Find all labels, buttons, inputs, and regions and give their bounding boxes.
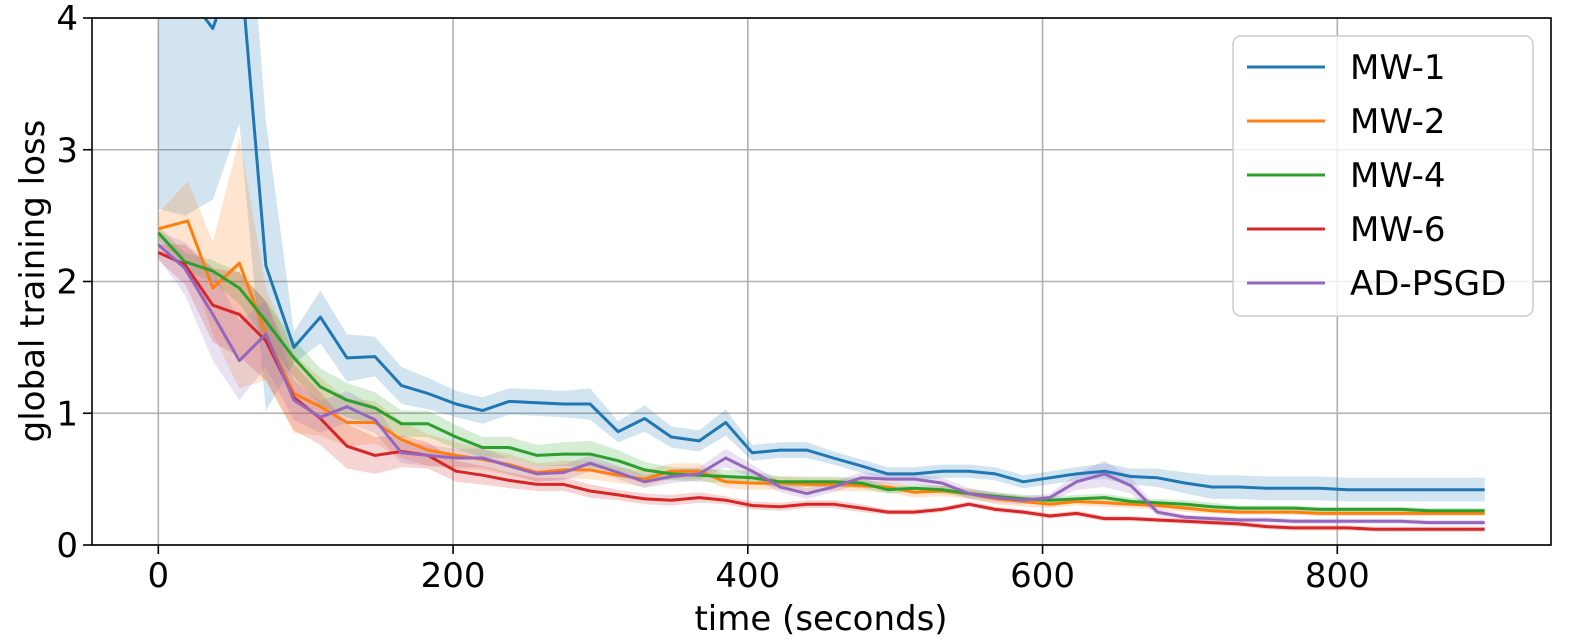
y-tick-label: 2 bbox=[56, 263, 78, 303]
x-tick-label: 600 bbox=[1010, 556, 1075, 596]
legend-label-mw-1: MW-1 bbox=[1350, 48, 1445, 88]
y-tick-label: 3 bbox=[56, 131, 78, 171]
y-tick-label: 1 bbox=[56, 394, 78, 434]
x-tick-label: 200 bbox=[421, 556, 486, 596]
axis-ticks: 0 200 400 600 800 0 1 2 3 4 bbox=[56, 0, 1369, 596]
mw-6-line bbox=[157, 251, 1485, 531]
legend-label-mw-4: MW-4 bbox=[1350, 156, 1445, 196]
y-tick-label: 0 bbox=[56, 526, 78, 566]
mw-4-band bbox=[158, 226, 1485, 514]
series-lines bbox=[157, 18, 1485, 531]
legend: MW-1 MW-2 MW-4 MW-6 AD-PSGD bbox=[1232, 35, 1534, 317]
ad-psgd-line bbox=[157, 243, 1485, 525]
legend-label-mw-6: MW-6 bbox=[1350, 210, 1445, 250]
y-axis-label: global training loss bbox=[13, 120, 53, 443]
x-axis-label: time (seconds) bbox=[694, 599, 947, 639]
variance-bands bbox=[158, 18, 1485, 532]
mw-4-line bbox=[157, 231, 1485, 513]
x-tick-label: 800 bbox=[1305, 556, 1370, 596]
legend-box bbox=[1232, 35, 1534, 317]
x-tick-label: 400 bbox=[715, 556, 780, 596]
legend-label-mw-2: MW-2 bbox=[1350, 102, 1445, 142]
x-tick-label: 0 bbox=[147, 556, 169, 596]
y-tick-label: 4 bbox=[56, 0, 78, 39]
ad-psgd-band bbox=[158, 231, 1485, 526]
legend-label-ad-psgd: AD-PSGD bbox=[1350, 264, 1506, 304]
mw-1-line bbox=[202, 18, 1485, 492]
